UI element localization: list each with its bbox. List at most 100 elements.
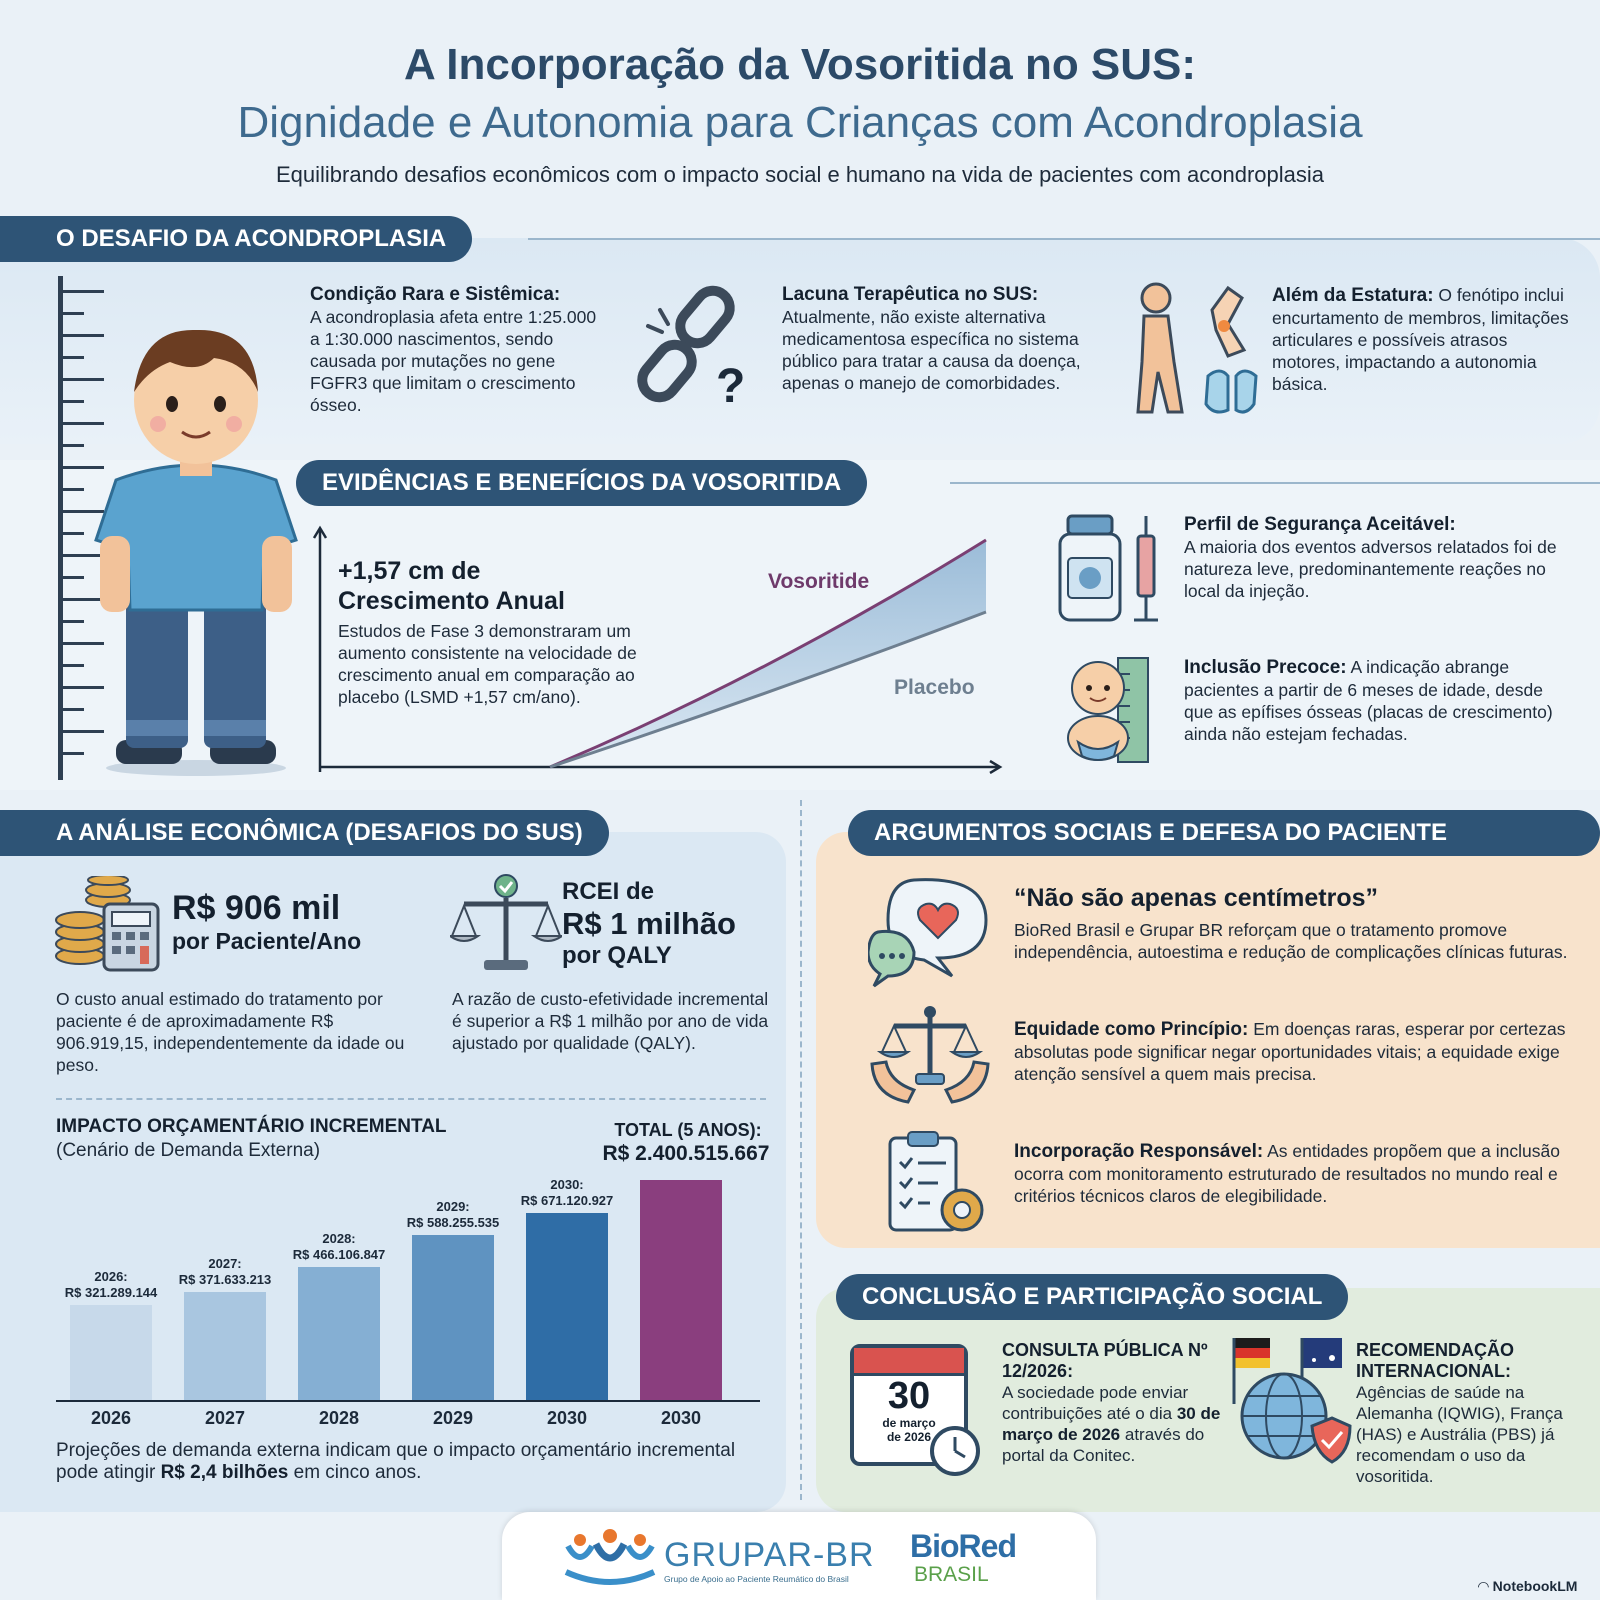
rare-condition-text: A acondroplasia afeta entre 1:25.000 a 1… — [310, 307, 597, 415]
rcei-line1: RCEI de — [562, 878, 655, 905]
budget-title: IMPACTO ORÇAMENTÁRIO INCREMENTAL — [56, 1116, 447, 1137]
responsible-title: Incorporação Responsável: — [1014, 1141, 1264, 1162]
placebo-label: Placebo — [894, 676, 975, 699]
ruler-tick — [62, 356, 84, 359]
year-tick-label: 2030 — [660, 1408, 702, 1428]
calendar-header — [854, 1348, 964, 1376]
ruler-tick — [62, 444, 84, 447]
ruler-tick — [62, 378, 104, 381]
coins-calculator-icon — [55, 876, 160, 972]
equity-hands-icon — [870, 1006, 990, 1104]
growth-title-line1: +1,57 cm de — [338, 557, 481, 585]
therapeutic-gap-title: Lacuna Terapêutica no SUS: — [782, 284, 1039, 305]
cost-text: O custo anual estimado do tratamento por… — [56, 989, 405, 1075]
budget-footer-pre: Projeções de demanda externa indicam que… — [56, 1440, 736, 1483]
growth-title-line2: Crescimento Anual — [338, 587, 565, 615]
bar-value-label: 2026: R$ 321.289.144 — [50, 1269, 172, 1301]
bar-value-label: 2029: R$ 588.255.535 — [392, 1199, 514, 1231]
equity-title: Equidade como Princípio: — [1014, 1019, 1249, 1040]
equity-text: Em doenças raras, esperar por certezas a… — [1014, 1019, 1566, 1084]
consult-text-post: através do portal da Conitec. — [1002, 1425, 1205, 1465]
ruler-tick — [62, 576, 84, 579]
quote-block: “Não são apenas centímetros” BioRed Bras… — [1014, 884, 1574, 963]
notebooklm-watermark: ◠ NotebookLM — [1478, 1578, 1577, 1595]
bar-year-text: 2028: — [322, 1231, 356, 1246]
child-illustration-icon — [94, 329, 298, 776]
bar-year-text: 2027: — [208, 1256, 242, 1271]
therapeutic-gap-text: Atualmente, não existe alternativa medic… — [782, 307, 1081, 393]
bar-value-label: 2028: R$ 466.106.847 — [278, 1231, 400, 1263]
chat-heart-icon — [868, 878, 988, 988]
bar-2030 — [526, 1213, 608, 1400]
bar-2028 — [298, 1267, 380, 1400]
bar-value-text: R$ 321.289.144 — [64, 1285, 158, 1300]
calendar-year: de 2026 — [886, 1430, 932, 1444]
ruler-tick — [62, 620, 84, 623]
ruler-tick — [62, 400, 84, 403]
evidence-heading: EVIDÊNCIAS E BENEFÍCIOS DA VOSORITIDA — [296, 460, 868, 506]
responsible-text: As entidades propõem que a inclusão ocor… — [1014, 1141, 1560, 1206]
rcei-line3: por QALY — [562, 942, 672, 969]
ruler-tick — [62, 422, 104, 425]
social-heading: ARGUMENTOS SOCIAIS E DEFESA DO PACIENTE — [848, 810, 1600, 856]
ruler-tick — [62, 642, 104, 645]
conclusion-heading: CONCLUSÃO E PARTICIPAÇÃO SOCIAL — [836, 1274, 1349, 1320]
page-subtitle: Equilibrando desafios econômicos com o i… — [275, 162, 1325, 187]
ruler-tick — [62, 466, 104, 469]
clipboard-gear-icon — [888, 1131, 984, 1232]
budget-subtitle: (Cenário de Demanda Externa) — [56, 1140, 321, 1161]
height-ruler — [58, 276, 63, 780]
ruler-tick — [62, 686, 104, 689]
beyond-stature-text: O fenótipo inclui encurtamento de membro… — [1272, 285, 1569, 394]
page-title-line2: Dignidade e Autonomia para Crianças com … — [237, 98, 1363, 147]
calendar-month: de março — [882, 1416, 936, 1430]
ruler-tick — [62, 488, 84, 491]
budget-footer-post: em cinco anos. — [288, 1462, 422, 1483]
divider — [56, 1098, 766, 1100]
consult-block: CONSULTA PÚBLICA Nº 12/2026: A sociedade… — [1002, 1340, 1222, 1466]
ruler-tick — [62, 532, 84, 535]
bar-2029 — [412, 1235, 494, 1400]
quote-title: “Não são apenas centímetros” — [1014, 884, 1379, 912]
biored-logo-line1: BioRed — [910, 1528, 1017, 1564]
bar-total — [640, 1180, 722, 1400]
safety-block: Perfil de Segurança Aceitável: A maioria… — [1184, 514, 1574, 602]
vosoritide-line — [549, 538, 987, 769]
equity-block: Equidade como Princípio: Em doenças rara… — [1014, 1018, 1574, 1085]
medicine-syringe-icon — [1058, 514, 1158, 622]
consult-text-pre: A sociedade pode enviar contribuições at… — [1002, 1383, 1189, 1423]
grupar-subtitle: Grupo de Apoio ao Paciente Reumático do … — [664, 1574, 849, 1584]
international-block: RECOMENDAÇÃO INTERNACIONAL: Agências de … — [1356, 1340, 1574, 1487]
broken-chain-icon: ? — [637, 285, 745, 413]
bar-value-label: 2027: R$ 371.633.213 — [164, 1256, 286, 1288]
rcei-block: RCEI de R$ 1 milhão por QALY — [562, 878, 736, 970]
growth-line-chart — [312, 525, 1003, 774]
bar-value-label: 2030: R$ 671.120.927 — [506, 1177, 628, 1209]
early-inclusion-text: A indicação abrange pacientes a partir d… — [1184, 657, 1553, 744]
vosoritide-label: Vosoritide — [768, 570, 870, 593]
budget-footer: Projeções de demanda externa indicam que… — [56, 1440, 756, 1484]
clock-icon — [930, 1426, 980, 1476]
year-tick-label: 2028 — [318, 1408, 360, 1428]
international-text: Agências de saúde na Alemanha (IQWIG), F… — [1356, 1383, 1563, 1486]
placebo-line — [549, 610, 987, 769]
grupar-logo-icon — [564, 1529, 656, 1585]
notebooklm-icon: ◠ — [1478, 1578, 1493, 1594]
rare-condition-title: Condição Rara e Sistêmica: — [310, 284, 561, 305]
economic-heading: A ANÁLISE ECONÔMICA (DESAFIOS DO SUS) — [0, 810, 609, 856]
budget-footer-bold: R$ 2,4 bilhões — [160, 1462, 289, 1483]
therapeutic-gap-block: Lacuna Terapêutica no SUS: Atualmente, n… — [782, 284, 1112, 394]
ruler-tick — [62, 554, 104, 557]
safety-title: Perfil de Segurança Aceitável: — [1184, 514, 1456, 535]
globe-flags-icon — [1232, 1338, 1352, 1464]
safety-text: A maioria dos eventos adversos relatados… — [1184, 537, 1557, 601]
cost-block: R$ 906 mil por Paciente/Ano — [172, 888, 361, 955]
year-tick-label: 2030 — [546, 1408, 588, 1428]
cost-big: R$ 906 mil — [172, 889, 341, 927]
bar-value-text: R$ 671.120.927 — [520, 1193, 614, 1208]
bar-year-text: 2029: — [436, 1199, 470, 1214]
bar-value-text: R$ 371.633.213 — [178, 1272, 272, 1287]
bar-2026 — [70, 1305, 152, 1400]
beyond-stature-title: Além da Estatura: — [1272, 285, 1434, 306]
growth-text: Estudos de Fase 3 demonstraram um aument… — [338, 621, 637, 707]
